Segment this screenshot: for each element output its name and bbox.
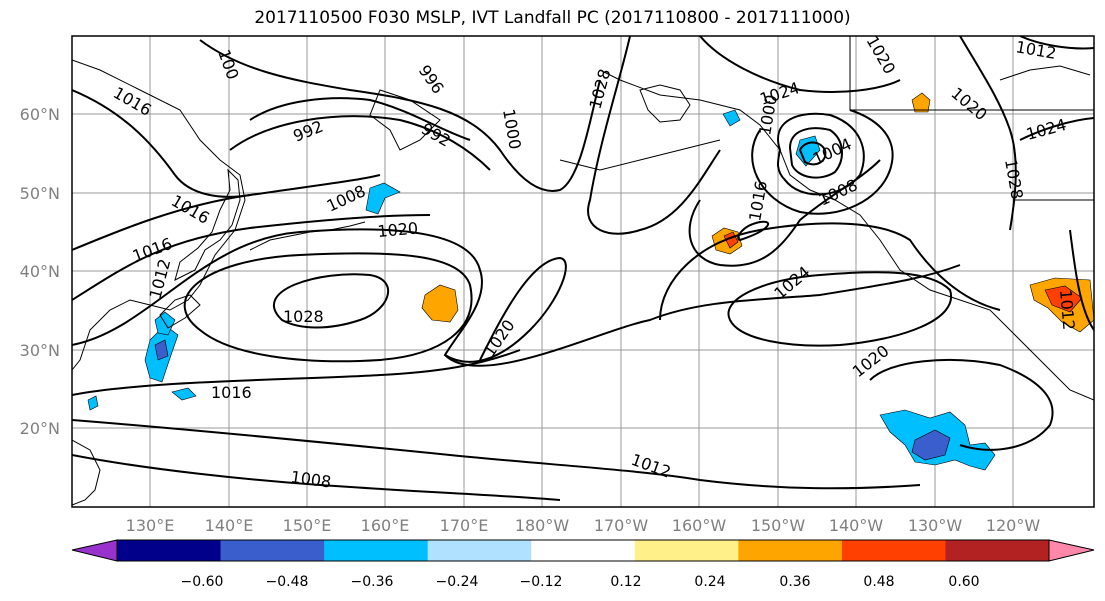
lon-label: 170°E: [440, 516, 489, 535]
colorbar-extend-high: [1048, 539, 1095, 562]
colorbar-tick: −0.36: [351, 574, 394, 590]
longitude-labels: 130°E 140°E 150°E 160°E 170°E 180°W 170°…: [126, 516, 1041, 535]
latitude-labels: 60°N 50°N 40°N 30°N 20°N: [20, 105, 60, 438]
contour-label: 1012: [1056, 289, 1078, 331]
lat-label: 60°N: [20, 105, 60, 124]
colorbar-cell: [531, 540, 636, 561]
colorbar-tick: −0.24: [436, 574, 479, 590]
colorbar-tick: 0.60: [948, 574, 979, 590]
lon-label: 170°W: [594, 516, 649, 535]
colorbar-cell: [427, 540, 532, 561]
colorbar-cell: [945, 540, 1050, 561]
colorbar-tick: 0.48: [863, 574, 894, 590]
lat-label: 20°N: [20, 419, 60, 438]
colorbar-cell: [634, 540, 739, 561]
lon-label: 150°W: [751, 516, 806, 535]
graticule: [72, 36, 1094, 507]
lat-label: 40°N: [20, 262, 60, 281]
colorbar-tick: −0.60: [181, 574, 224, 590]
contour-label: 1028: [283, 307, 324, 326]
ivt-shading: [87, 92, 1094, 471]
colorbar: −0.60 −0.48 −0.36 −0.24 −0.12 0.12 0.24 …: [71, 539, 1095, 590]
lon-label: 140°W: [829, 516, 884, 535]
colorbar-tick: −0.12: [520, 574, 563, 590]
colorbar-tick: 0.12: [610, 574, 641, 590]
contour-label: 1020: [377, 219, 419, 241]
lon-label: 180°W: [515, 516, 570, 535]
lon-label: 120°W: [986, 516, 1041, 535]
colorbar-tick: 0.36: [779, 574, 810, 590]
lon-label: 160°E: [361, 516, 410, 535]
colorbar-cell: [841, 540, 946, 561]
map-title: 2017110500 F030 MSLP, IVT Landfall PC (2…: [254, 8, 851, 28]
colorbar-cell: [738, 540, 843, 561]
colorbar-cell: [117, 540, 222, 561]
lon-label: 130°W: [908, 516, 963, 535]
lon-label: 150°E: [283, 516, 332, 535]
colorbar-extend-low: [71, 539, 118, 562]
map-frame: [71, 35, 1095, 508]
lon-label: 160°W: [672, 516, 727, 535]
colorbar-cell: [324, 540, 429, 561]
colorbar-tick: 0.24: [694, 574, 725, 590]
contour-label: 1016: [211, 383, 252, 402]
lon-label: 140°E: [205, 516, 254, 535]
lat-label: 30°N: [20, 341, 60, 360]
colorbar-cell: [220, 540, 325, 561]
mslp-contours: [72, 36, 1094, 501]
lon-label: 130°E: [126, 516, 175, 535]
colorbar-tick: −0.48: [266, 574, 309, 590]
lat-label: 50°N: [20, 184, 60, 203]
